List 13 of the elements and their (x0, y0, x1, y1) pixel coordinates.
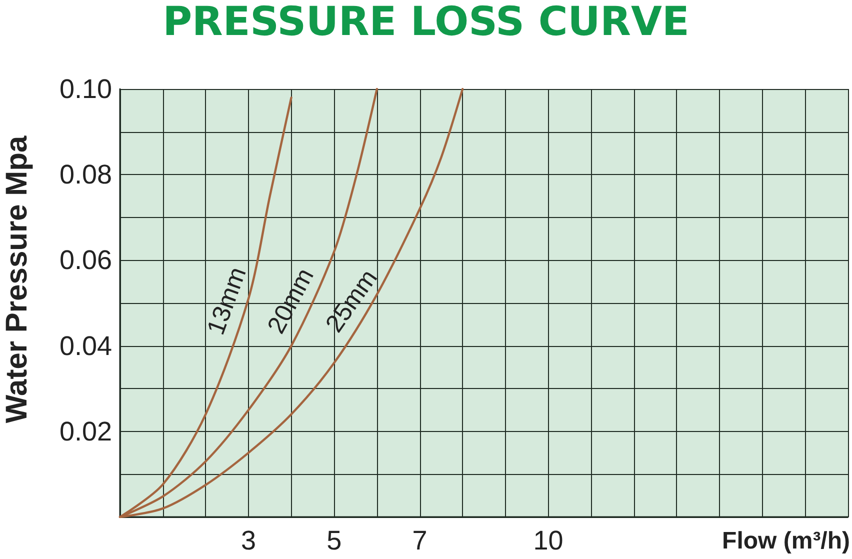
y-tick-label: 0.08 (59, 160, 112, 190)
y-tick-label: 0.06 (59, 245, 112, 276)
y-tick-label: 0.10 (59, 74, 112, 104)
x-tick-label: 7 (412, 526, 428, 556)
x-axis-title: Flow (m³/h) (722, 528, 850, 554)
y-axis-title: Water Pressure Mpa (0, 136, 34, 424)
text: 13mm (202, 264, 252, 338)
y-tick-label: 0.04 (59, 330, 112, 361)
x-tick-label: 10 (533, 526, 564, 556)
y-tick-label: 0.02 (59, 416, 112, 446)
chart-title: PRESSURE LOSS CURVE (162, 0, 690, 45)
x-tick-label: 5 (326, 526, 342, 556)
x-tick-label: 3 (240, 526, 256, 556)
